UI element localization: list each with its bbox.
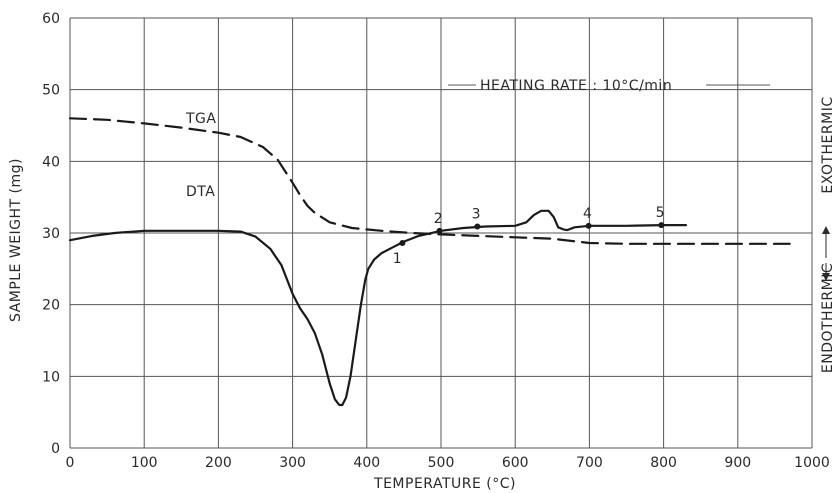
point-label-2: 2 <box>434 211 443 227</box>
x-tick-label: 0 <box>66 455 75 471</box>
point-marker-5 <box>658 222 665 229</box>
heating-rate-label: HEATING RATE : 10°C/min <box>480 78 672 94</box>
dta-line <box>68 209 688 407</box>
grid <box>69 17 813 449</box>
y-tick-label: 20 <box>42 298 60 314</box>
point-label-1: 1 <box>393 251 402 267</box>
series-lines <box>68 117 791 407</box>
x-tick-label: 300 <box>279 455 306 471</box>
point-label-4: 4 <box>583 206 592 222</box>
y-tick-label: 40 <box>42 154 60 170</box>
data-points: 1 2 3 4 5 <box>393 205 665 267</box>
heating-rate-annotation: HEATING RATE : 10°C/min <box>448 78 770 94</box>
y-tick-label: 60 <box>42 11 60 27</box>
tga-series-label: TGA <box>185 111 216 127</box>
x-tick-label: 200 <box>205 455 232 471</box>
point-label-5: 5 <box>656 205 665 221</box>
y-tick-label: 0 <box>51 441 60 457</box>
point-marker-4 <box>585 222 592 229</box>
x-tick-labels: 0 100 200 300 400 500 600 700 800 900 1000 <box>66 455 830 471</box>
dta-series-label: DTA <box>186 184 215 200</box>
exothermic-label: EXOTHERMIC <box>820 96 836 193</box>
x-tick-label: 900 <box>724 455 751 471</box>
point-label-3: 3 <box>472 207 481 223</box>
x-axis-title: TEMPERATURE (°C) <box>373 476 516 492</box>
x-tick-label: 700 <box>576 455 603 471</box>
x-tick-label: 1000 <box>794 455 830 471</box>
x-tick-label: 400 <box>353 455 380 471</box>
endothermic-label: ENDOTHERMIC <box>820 263 836 373</box>
x-tick-label: 800 <box>650 455 677 471</box>
endothermic-arrow-head <box>822 273 830 281</box>
exothermic-arrow-head <box>822 226 830 234</box>
tga-line <box>68 117 791 245</box>
x-tick-label: 100 <box>131 455 158 471</box>
x-tick-label: 500 <box>428 455 455 471</box>
y-tick-labels: 0 10 20 30 40 50 60 <box>42 11 60 457</box>
right-axis-labels: EXOTHERMIC ENDOTHERMIC <box>820 96 836 373</box>
y-tick-label: 50 <box>42 83 60 99</box>
point-marker-3 <box>474 223 481 230</box>
x-tick-label: 600 <box>502 455 529 471</box>
y-axis-title: SAMPLE WEIGHT (mg) <box>8 158 24 322</box>
y-tick-label: 10 <box>42 369 60 385</box>
point-marker-2 <box>436 227 443 234</box>
point-marker-1 <box>399 240 406 247</box>
y-tick-label: 30 <box>42 226 60 242</box>
